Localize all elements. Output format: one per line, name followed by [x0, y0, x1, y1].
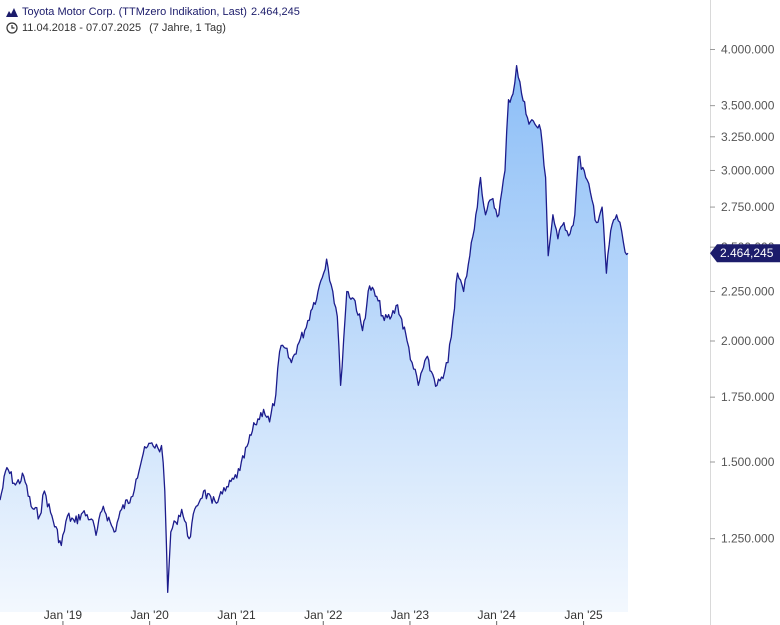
range-dates: 11.04.2018 - 07.07.2025	[22, 22, 142, 35]
x-tick-label: Jan '21	[217, 608, 256, 622]
range-span: (7 Jahre, 1 Tag)	[149, 22, 226, 35]
y-tick-label: 2.000.000	[721, 334, 775, 348]
y-tick-label: 2.750.000	[721, 200, 775, 214]
clock-icon	[6, 22, 18, 34]
date-range: 11.04.2018 - 07.07.2025 (7 Jahre, 1 Tag)	[6, 22, 226, 34]
area-fill	[0, 65, 628, 613]
series-line	[0, 64, 629, 594]
x-axis: Jan '19 Jan '20 Jan '21 Jan '22 Jan '23 Jan '…	[44, 608, 603, 625]
y-axis: 1.250.000 1.500.000 1.750.000 2.000.000 2.25…	[710, 42, 775, 546]
y-tick-label: 3.000.000	[721, 163, 775, 177]
x-tick-label: Jan '25	[564, 608, 603, 622]
x-tick-label: Jan '23	[391, 608, 430, 622]
price-series	[0, 64, 629, 594]
x-tick-label: Jan '24	[477, 608, 516, 622]
y-tick-label: 3.250.000	[721, 130, 775, 144]
y-tick-label: 3.500.000	[721, 99, 775, 113]
y-tick-label: 1.500.000	[721, 455, 775, 469]
last-value: 2.464,245	[250, 6, 300, 19]
last-value-badge	[710, 244, 780, 263]
instrument-name: Toyota Motor Corp. (TTMzero Indikation, …	[22, 6, 247, 19]
last-value-label: 2.464,245	[720, 246, 774, 260]
x-tick-label: Jan '19	[44, 608, 83, 622]
x-tick-label: Jan '20	[130, 608, 169, 622]
y-tick-label: 4.000.000	[721, 42, 775, 56]
y-tick-label: 1.750.000	[721, 390, 775, 404]
last-value-marker: 2.464,245	[710, 244, 780, 263]
y-tick-label: 2.250.000	[721, 284, 775, 298]
x-tick-label: Jan '22	[304, 608, 343, 622]
chart-title: Toyota Motor Corp. (TTMzero Indikation, …	[6, 6, 300, 18]
mountain-chart-icon	[6, 8, 18, 18]
y-tick-label: 1.250.000	[721, 532, 775, 546]
